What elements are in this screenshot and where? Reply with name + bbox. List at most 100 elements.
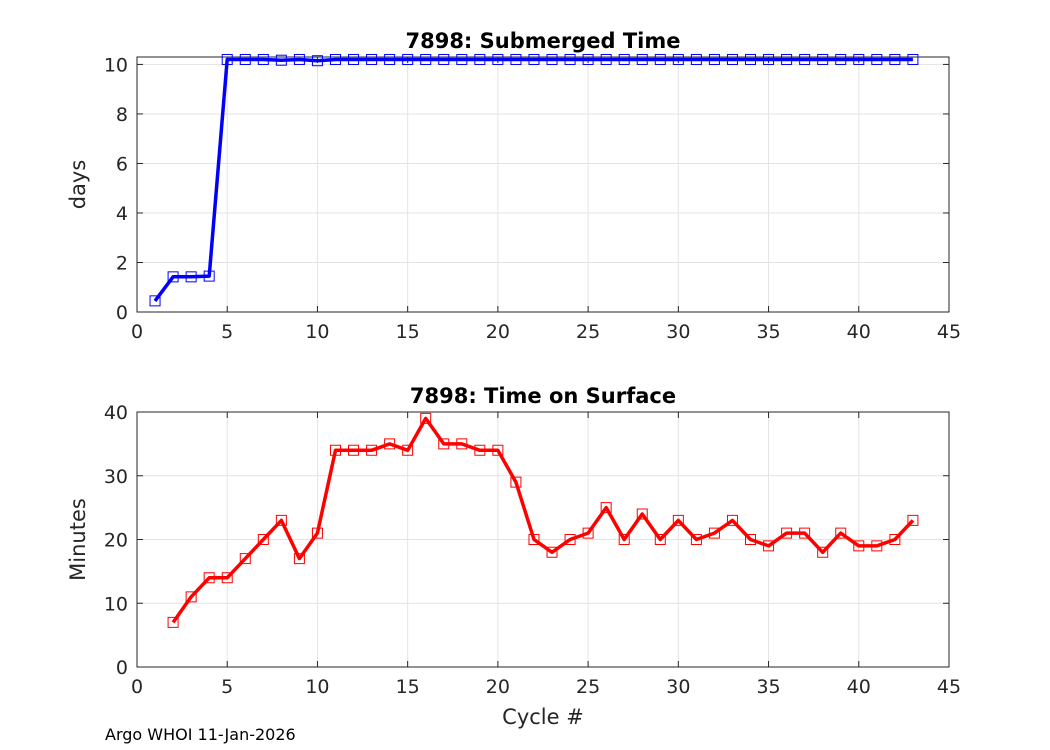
data-point-marker <box>185 591 197 603</box>
axes-box <box>136 56 950 313</box>
data-point-marker <box>293 553 305 565</box>
surface-time-panel: 0 5 10 15 20 25 30 35 40 45 0 10 20 30 40 7898: Time on… <box>66 384 961 729</box>
x-tick-label: 45 <box>937 321 961 343</box>
data-point-marker <box>203 270 215 282</box>
data-point-marker <box>474 53 486 65</box>
data-point-marker <box>708 53 720 65</box>
data-point-marker <box>600 53 612 65</box>
x-tick-label: 25 <box>576 321 600 343</box>
data-point-marker <box>799 527 811 539</box>
data-point-marker <box>221 53 233 65</box>
data-point-marker <box>474 444 486 456</box>
data-point-marker <box>907 53 919 65</box>
data-point-marker <box>257 53 269 65</box>
data-point-marker <box>564 53 576 65</box>
x-tick-label: 15 <box>396 676 420 698</box>
data-point-marker <box>745 534 757 545</box>
data-point-marker <box>871 540 883 552</box>
x-tick-label: 40 <box>847 321 871 343</box>
data-point-marker <box>528 534 540 545</box>
data-point-marker <box>366 444 378 456</box>
data-point-marker <box>907 514 919 526</box>
data-point-marker <box>636 508 648 520</box>
x-tick-label: 20 <box>486 676 510 698</box>
data-point-marker <box>420 412 432 424</box>
data-point-marker <box>654 53 666 65</box>
data-point-marker <box>438 53 450 65</box>
y-tick-label: 0 <box>116 302 128 324</box>
data-point-marker <box>492 53 504 65</box>
data-point-marker <box>582 53 594 65</box>
data-point-marker <box>763 53 775 65</box>
data-point-marker <box>781 53 793 65</box>
data-point-marker <box>654 534 666 545</box>
data-point-marker <box>293 53 305 65</box>
data-point-marker <box>275 54 287 66</box>
x-tick-label: 5 <box>221 676 233 698</box>
data-point-marker <box>348 53 360 65</box>
chart-title: 7898: Time on Surface <box>410 384 676 408</box>
data-point-marker <box>781 527 793 539</box>
data-point-marker <box>311 527 323 539</box>
data-point-marker <box>745 53 757 65</box>
data-point-marker <box>456 438 468 450</box>
data-point-marker <box>384 53 396 65</box>
data-point-marker <box>510 53 522 65</box>
data-point-marker <box>239 53 251 65</box>
data-point-marker <box>690 53 702 65</box>
x-tick-label: 20 <box>486 321 510 343</box>
data-point-marker <box>618 53 630 65</box>
data-point-marker <box>348 444 360 456</box>
chart-title: 7898: Submerged Time <box>405 29 680 53</box>
y-tick-label: 10 <box>104 54 128 76</box>
data-point-marker <box>528 53 540 65</box>
y-tick-label: 8 <box>116 104 128 126</box>
data-point-marker <box>239 553 251 565</box>
footer-credit: Argo WHOI 11-Jan-2026 <box>105 725 296 744</box>
y-tick-label: 10 <box>104 593 128 615</box>
data-point-marker <box>871 53 883 65</box>
data-point-marker <box>329 444 341 456</box>
data-point-marker <box>402 444 414 456</box>
data-point-marker <box>817 546 829 558</box>
y-tick-label: 30 <box>104 466 128 488</box>
data-point-marker <box>402 53 414 65</box>
data-point-marker <box>564 534 576 545</box>
data-point-marker <box>582 527 594 539</box>
x-tick-label: 35 <box>756 676 780 698</box>
data-point-marker <box>311 55 323 67</box>
y-tick-label: 2 <box>116 252 128 274</box>
x-tick-label: 0 <box>131 321 143 343</box>
data-point-marker <box>690 534 702 545</box>
data-point-marker <box>799 53 811 65</box>
data-point-marker <box>672 53 684 65</box>
series-line <box>153 57 913 302</box>
data-point-marker <box>889 534 901 545</box>
data-point-marker <box>420 53 432 65</box>
data-point-marker <box>510 476 522 488</box>
data-point-marker <box>221 572 233 584</box>
x-tick-label: 45 <box>937 676 961 698</box>
data-point-marker <box>438 438 450 450</box>
x-tick-label: 0 <box>131 676 143 698</box>
data-point-marker <box>456 53 468 65</box>
x-tick-label: 10 <box>305 676 329 698</box>
data-point-marker <box>167 616 179 628</box>
data-point-marker <box>366 53 378 65</box>
y-tick-label: 4 <box>116 203 128 225</box>
data-point-marker <box>600 502 612 514</box>
x-tick-label: 25 <box>576 676 600 698</box>
y-tick-label: 40 <box>104 402 128 424</box>
data-point-marker <box>384 438 396 450</box>
data-point-marker <box>763 540 775 552</box>
x-tick-label: 30 <box>666 321 690 343</box>
data-point-marker <box>257 534 269 545</box>
y-axis-label: days <box>66 160 90 210</box>
data-point-marker <box>835 527 847 539</box>
data-point-marker <box>853 540 865 552</box>
y-tick-label: 0 <box>116 657 128 679</box>
data-point-marker <box>708 527 720 539</box>
data-point-marker <box>546 546 558 558</box>
y-tick-label: 20 <box>104 530 128 552</box>
data-point-marker <box>203 572 215 584</box>
